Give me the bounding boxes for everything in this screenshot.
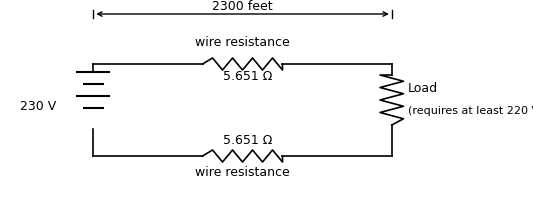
Text: 5.651 Ω: 5.651 Ω (223, 71, 272, 84)
Text: 230 V: 230 V (20, 99, 56, 112)
Text: 2300 feet: 2300 feet (212, 0, 273, 13)
Text: wire resistance: wire resistance (195, 36, 290, 48)
Text: 5.651 Ω: 5.651 Ω (223, 134, 272, 148)
Text: (requires at least 220 V): (requires at least 220 V) (408, 106, 533, 116)
Text: wire resistance: wire resistance (195, 166, 290, 180)
Text: Load: Load (408, 82, 438, 95)
